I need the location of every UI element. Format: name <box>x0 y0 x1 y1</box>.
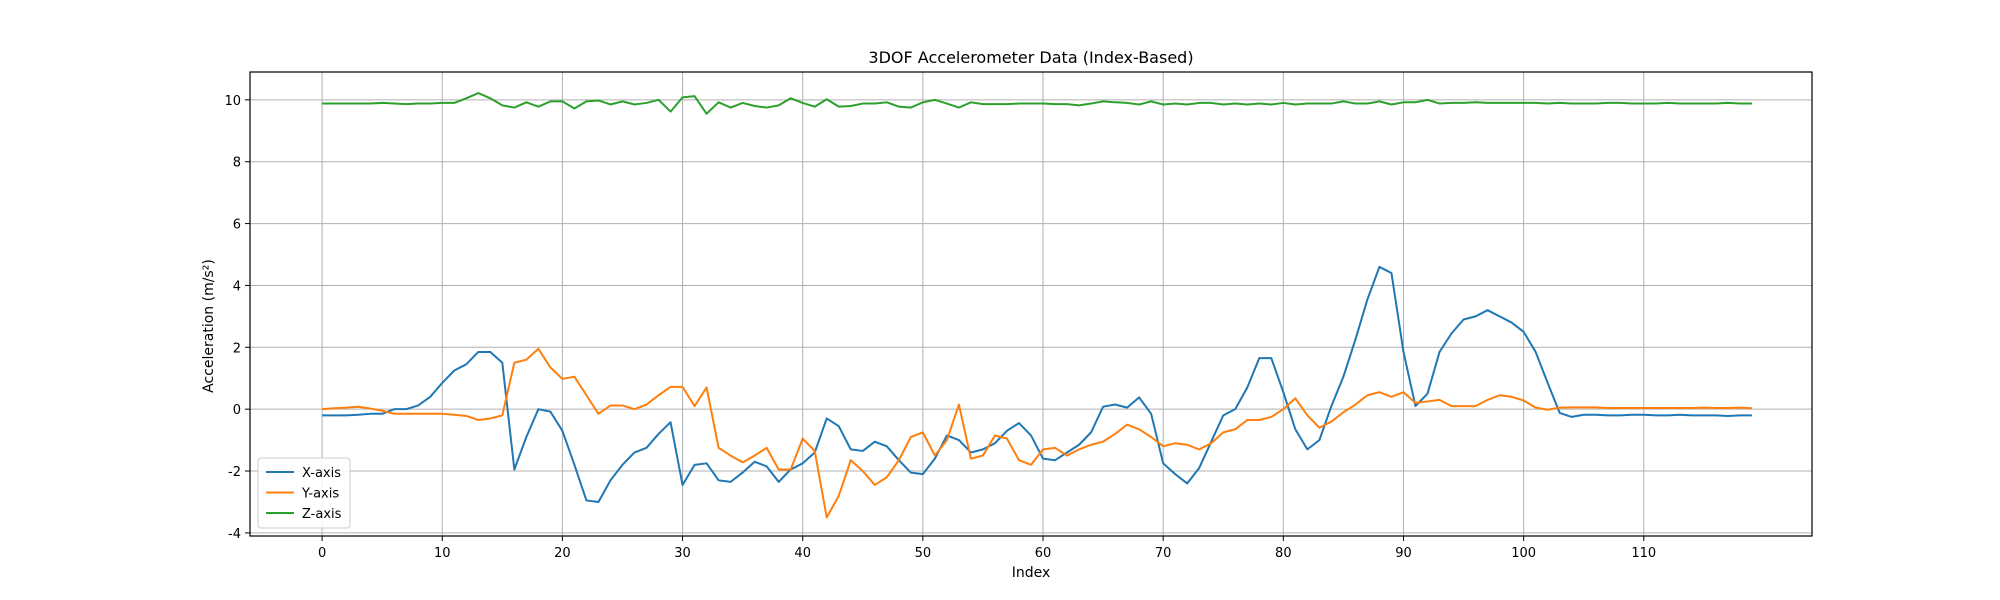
legend-label-z-axis: Z-axis <box>302 507 342 522</box>
y-tick-label: -4 <box>228 527 241 542</box>
legend-box <box>257 457 351 529</box>
x-tick-label: 60 <box>1035 546 1052 561</box>
series-line-x-axis <box>322 265 1752 503</box>
chart-title: 3DOF Accelerometer Data (Index-Based) <box>868 48 1193 67</box>
x-tick-label: 70 <box>1155 546 1172 561</box>
y-tick-label: 0 <box>233 403 241 418</box>
x-axis-label: Index <box>1012 565 1051 581</box>
x-tick-label: 100 <box>1511 546 1536 561</box>
legend-label-y-axis: Y-axis <box>301 487 339 502</box>
x-tick-label: 20 <box>554 546 571 561</box>
x-tick-label: 10 <box>434 546 451 561</box>
x-tick-label: 30 <box>674 546 691 561</box>
y-tick-label: 10 <box>224 94 241 109</box>
x-tick-label: 0 <box>318 546 326 561</box>
plot-area: 0 10 20 30 40 50 60 70 80 90 100 110 -4 -2 0 2 4 6 8 10 <box>224 71 1813 561</box>
x-tick-label: 90 <box>1395 546 1412 561</box>
y-tick-label: 4 <box>233 279 241 294</box>
x-tick-label: 110 <box>1631 546 1656 561</box>
y-tick-label: 2 <box>233 341 241 356</box>
x-tick-label: 80 <box>1275 546 1292 561</box>
legend-label-x-axis: X-axis <box>302 466 341 481</box>
legend: X-axis Y-axis Z-axis <box>257 457 351 529</box>
series-line-y-axis <box>322 347 1752 519</box>
series-line-z-axis <box>322 92 1752 115</box>
y-axis-label: Acceleration (m/s²) <box>201 259 217 393</box>
plot-frame <box>249 71 1813 537</box>
y-tick-label: 8 <box>233 156 241 171</box>
x-tick-label: 40 <box>794 546 811 561</box>
x-tick-label: 50 <box>915 546 932 561</box>
y-tick-label: -2 <box>228 465 241 480</box>
y-tick-label: 6 <box>233 218 241 233</box>
